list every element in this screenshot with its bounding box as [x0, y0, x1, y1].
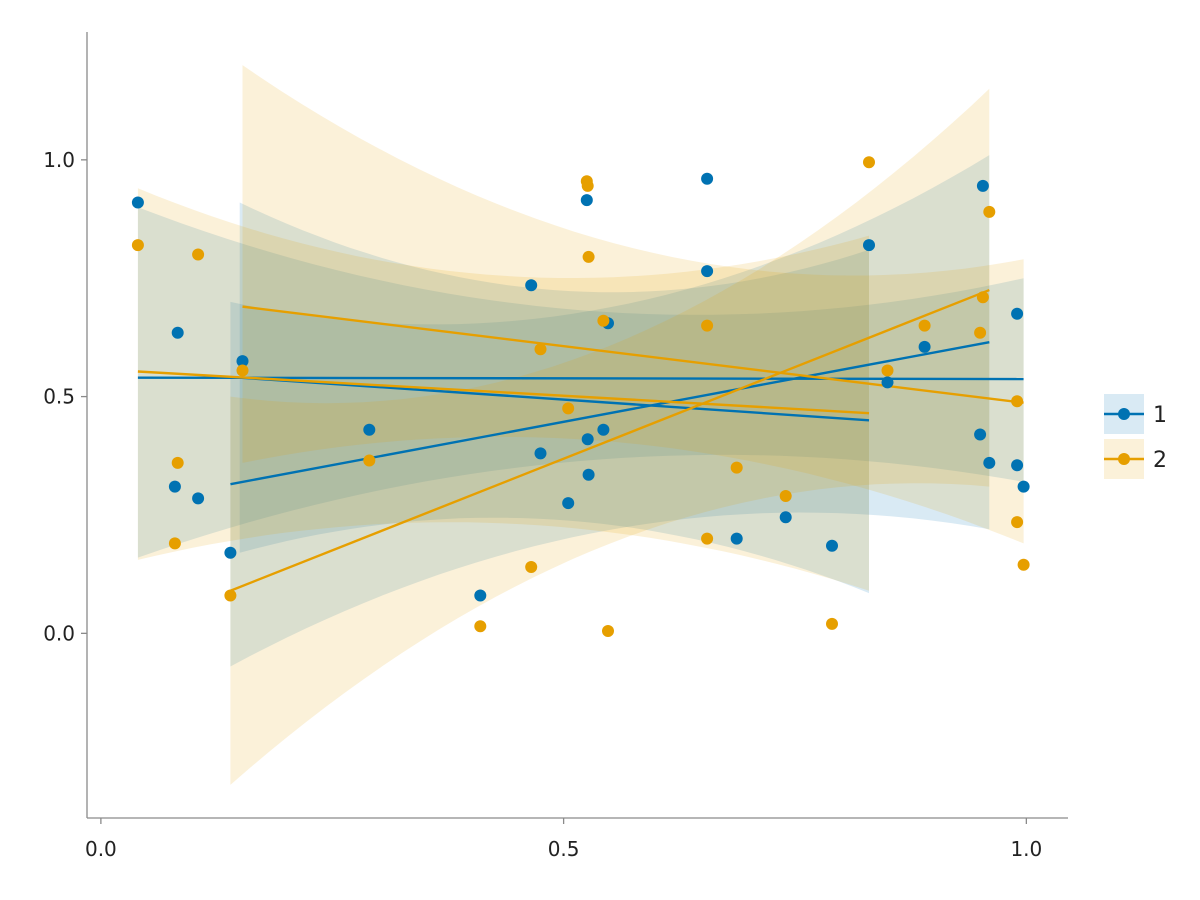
data-point-series-1	[983, 456, 996, 469]
data-point-series-1	[730, 532, 743, 545]
data-point-series-1	[597, 423, 610, 436]
y-tick-label: 0.0	[43, 621, 75, 645]
data-point-series-2	[779, 490, 792, 502]
data-point-series-2	[582, 250, 595, 263]
legend-label: 2	[1153, 448, 1167, 473]
confidence-band-series-2-fit-1	[137, 188, 869, 591]
data-point-series-1	[171, 326, 184, 339]
data-point-series-1	[580, 194, 593, 207]
data-point-series-1	[1011, 459, 1024, 472]
regression-line-series-2-fit-3	[230, 288, 990, 592]
data-point-series-1	[974, 428, 987, 441]
data-point-series-1	[581, 433, 594, 446]
data-point-series-1	[363, 423, 376, 436]
data-point-series-1	[1011, 307, 1024, 320]
data-point-series-1	[826, 539, 838, 552]
data-point-series-1	[1017, 480, 1030, 493]
data-point-series-1	[881, 376, 894, 389]
data-point-series-2	[562, 402, 575, 415]
regression-line-series-1-fit-3	[230, 340, 990, 486]
data-point-series-2	[363, 454, 376, 467]
data-point-series-2	[224, 589, 237, 602]
confidence-band-series-1-fit-3	[230, 155, 990, 667]
data-point-series-2	[1011, 395, 1024, 408]
data-point-series-2	[597, 314, 610, 327]
data-point-series-2	[236, 364, 249, 377]
data-point-series-1	[701, 265, 714, 278]
data-point-series-1	[236, 355, 249, 368]
regression-line-series-1-fit-2	[239, 376, 870, 422]
x-axis-ticks: 0.0 0.5 1.0	[85, 818, 1042, 861]
data-point-series-2	[168, 537, 181, 550]
data-point-series-1	[976, 179, 989, 192]
data-point-series-1	[701, 172, 714, 185]
scatter-points	[131, 156, 1030, 637]
confidence-band-series-2-fit-2	[242, 65, 1024, 544]
legend: 1 2	[1104, 394, 1167, 479]
data-point-series-2	[192, 248, 205, 261]
data-point-series-2	[701, 319, 714, 332]
legend-dot-marker	[1118, 453, 1130, 465]
data-point-series-2	[974, 326, 987, 339]
data-point-series-2	[730, 461, 743, 474]
regression-lines	[137, 288, 1024, 592]
data-point-series-1	[779, 511, 792, 524]
data-point-series-2	[581, 179, 594, 192]
data-point-series-2	[826, 617, 838, 630]
data-point-series-1	[582, 468, 595, 481]
data-point-series-2	[863, 156, 875, 169]
data-point-series-1	[534, 447, 547, 460]
regression-line-series-2-fit-1	[137, 370, 870, 415]
data-point-series-2	[171, 456, 184, 469]
legend-dot-marker	[1118, 408, 1130, 420]
data-point-series-2	[474, 620, 487, 633]
legend-entry-series-1[interactable]: 1	[1104, 394, 1167, 434]
data-point-series-1	[224, 546, 237, 559]
data-point-series-1	[525, 279, 538, 292]
y-tick-label: 1.0	[43, 148, 75, 172]
data-point-series-2	[1017, 558, 1030, 571]
data-point-series-1	[131, 196, 144, 209]
data-point-series-1	[474, 589, 487, 602]
x-tick-label: 0.5	[548, 837, 580, 861]
y-tick-label: 0.5	[43, 385, 75, 409]
data-point-series-2	[534, 343, 547, 356]
data-point-series-2	[131, 239, 144, 252]
data-point-series-2	[881, 364, 894, 377]
confidence-band-series-2-fit-3	[230, 88, 990, 785]
data-point-series-1	[863, 239, 875, 252]
data-point-series-1	[918, 340, 931, 353]
confidence-band-series-1-fit-1	[137, 207, 1024, 558]
x-tick-label: 1.0	[1010, 837, 1042, 861]
confidence-bands	[137, 65, 1024, 785]
data-point-series-2	[602, 625, 614, 637]
data-point-series-2	[1011, 516, 1024, 529]
data-point-series-1	[168, 480, 181, 493]
data-point-series-2	[976, 291, 989, 304]
data-point-series-2	[701, 532, 714, 545]
data-point-series-1	[562, 497, 575, 510]
legend-label: 1	[1153, 403, 1167, 428]
y-axis-ticks: 0.0 0.5 1.0	[43, 148, 87, 645]
regression-line-series-1-fit-1	[137, 376, 1024, 381]
data-point-series-2	[983, 205, 996, 218]
data-point-series-2	[525, 561, 538, 573]
x-tick-label: 0.0	[85, 837, 117, 861]
data-point-series-1	[192, 492, 205, 505]
regression-line-series-2-fit-2	[242, 305, 1024, 404]
data-point-series-2	[918, 319, 931, 332]
legend-entry-series-2[interactable]: 2	[1104, 439, 1167, 479]
